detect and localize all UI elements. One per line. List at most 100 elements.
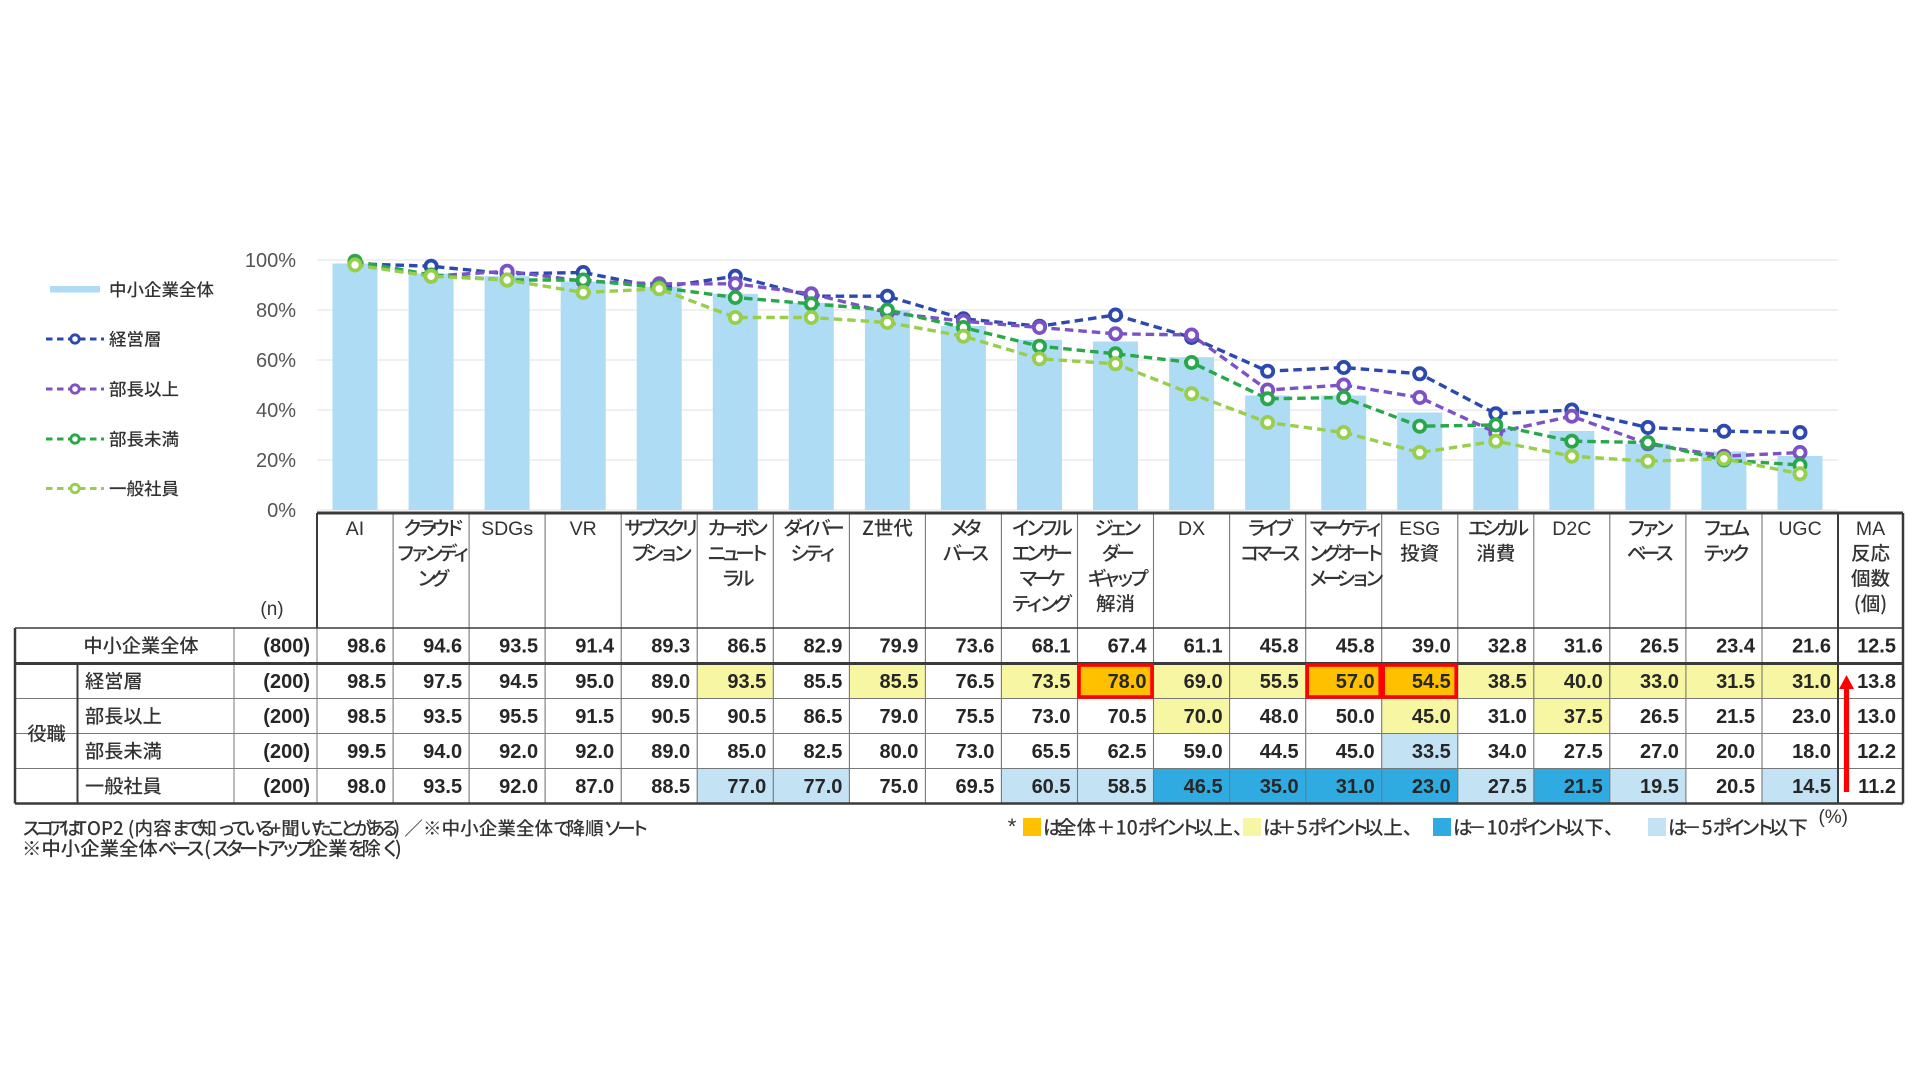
- svg-text:45.0: 45.0: [1412, 706, 1451, 728]
- svg-text:18.0: 18.0: [1792, 741, 1831, 763]
- svg-text:32.8: 32.8: [1488, 636, 1527, 658]
- svg-text:14.5: 14.5: [1792, 776, 1831, 798]
- svg-text:20.5: 20.5: [1716, 776, 1755, 798]
- svg-text:92.0: 92.0: [575, 741, 614, 763]
- svg-text:13.8: 13.8: [1857, 671, 1896, 693]
- svg-text:11.2: 11.2: [1858, 776, 1896, 798]
- svg-text:95.0: 95.0: [575, 671, 614, 693]
- svg-text:45.8: 45.8: [1260, 636, 1299, 658]
- svg-text:31.5: 31.5: [1716, 671, 1755, 693]
- svg-text:91.5: 91.5: [575, 706, 614, 728]
- svg-text:0%: 0%: [267, 500, 296, 522]
- svg-text:77.0: 77.0: [727, 776, 766, 798]
- svg-text:98.5: 98.5: [347, 706, 386, 728]
- svg-text:62.5: 62.5: [1108, 741, 1147, 763]
- svg-text:73.5: 73.5: [1032, 671, 1071, 693]
- svg-text:69.5: 69.5: [955, 776, 994, 798]
- svg-text:94.5: 94.5: [499, 671, 538, 693]
- svg-text:13.0: 13.0: [1857, 706, 1896, 728]
- svg-text:33.0: 33.0: [1640, 671, 1679, 693]
- svg-text:75.0: 75.0: [879, 776, 918, 798]
- svg-text:(200): (200): [263, 671, 310, 693]
- svg-text:48.0: 48.0: [1260, 706, 1299, 728]
- svg-text:89.3: 89.3: [651, 636, 690, 658]
- svg-text:27.0: 27.0: [1640, 741, 1679, 763]
- svg-text:35.0: 35.0: [1260, 776, 1299, 798]
- svg-text:93.5: 93.5: [423, 776, 462, 798]
- svg-text:73.0: 73.0: [1032, 706, 1071, 728]
- svg-text:12.5: 12.5: [1857, 636, 1896, 658]
- svg-text:UGC: UGC: [1778, 518, 1821, 540]
- svg-text:77.0: 77.0: [803, 776, 842, 798]
- svg-text:69.0: 69.0: [1184, 671, 1223, 693]
- svg-text:78.0: 78.0: [1108, 671, 1147, 693]
- svg-text:27.5: 27.5: [1564, 741, 1603, 763]
- svg-text:94.0: 94.0: [423, 741, 462, 763]
- svg-text:(200): (200): [263, 776, 310, 798]
- svg-text:12.2: 12.2: [1857, 741, 1896, 763]
- svg-text:57.0: 57.0: [1336, 671, 1375, 693]
- svg-text:85.5: 85.5: [803, 671, 842, 693]
- svg-text:23.4: 23.4: [1716, 636, 1756, 658]
- svg-text:98.6: 98.6: [347, 636, 386, 658]
- svg-text:44.5: 44.5: [1260, 741, 1299, 763]
- svg-text:39.0: 39.0: [1412, 636, 1451, 658]
- svg-text:(200): (200): [263, 706, 310, 728]
- svg-text:98.0: 98.0: [347, 776, 386, 798]
- svg-text:55.5: 55.5: [1260, 671, 1299, 693]
- svg-text:70.0: 70.0: [1184, 706, 1223, 728]
- svg-text:21.5: 21.5: [1716, 706, 1755, 728]
- svg-text:21.6: 21.6: [1792, 636, 1831, 658]
- svg-text:100%: 100%: [245, 250, 296, 272]
- svg-text:85.0: 85.0: [727, 741, 766, 763]
- svg-text:65.5: 65.5: [1032, 741, 1071, 763]
- svg-text:86.5: 86.5: [727, 636, 766, 658]
- svg-text:31.0: 31.0: [1336, 776, 1375, 798]
- svg-text:73.0: 73.0: [955, 741, 994, 763]
- svg-text:80%: 80%: [256, 300, 296, 322]
- svg-text:93.5: 93.5: [727, 671, 766, 693]
- svg-text:59.0: 59.0: [1184, 741, 1223, 763]
- svg-text:(n): (n): [260, 599, 283, 620]
- svg-text:(800): (800): [263, 636, 310, 658]
- svg-text:23.0: 23.0: [1412, 776, 1451, 798]
- svg-text:82.9: 82.9: [803, 636, 842, 658]
- svg-text:SDGs: SDGs: [481, 518, 533, 540]
- svg-text:94.6: 94.6: [423, 636, 462, 658]
- svg-text:76.5: 76.5: [955, 671, 994, 693]
- svg-text:MA: MA: [1856, 518, 1885, 540]
- svg-text:46.5: 46.5: [1184, 776, 1223, 798]
- svg-text:45.0: 45.0: [1336, 741, 1375, 763]
- svg-text:92.0: 92.0: [499, 776, 538, 798]
- svg-text:20%: 20%: [256, 450, 296, 472]
- svg-text:60.5: 60.5: [1032, 776, 1071, 798]
- svg-text:82.5: 82.5: [803, 741, 842, 763]
- svg-text:89.0: 89.0: [651, 671, 690, 693]
- svg-text:21.5: 21.5: [1564, 776, 1603, 798]
- svg-text:75.5: 75.5: [955, 706, 994, 728]
- svg-text:99.5: 99.5: [347, 741, 386, 763]
- svg-text:(200): (200): [263, 741, 310, 763]
- svg-text:ESG: ESG: [1399, 518, 1440, 540]
- svg-text:95.5: 95.5: [499, 706, 538, 728]
- svg-text:85.5: 85.5: [879, 671, 918, 693]
- svg-text:50.0: 50.0: [1336, 706, 1375, 728]
- svg-text:67.4: 67.4: [1108, 636, 1148, 658]
- svg-text:86.5: 86.5: [803, 706, 842, 728]
- svg-text:58.5: 58.5: [1108, 776, 1147, 798]
- svg-text:AI: AI: [346, 518, 364, 540]
- svg-text:93.5: 93.5: [423, 706, 462, 728]
- svg-text:90.5: 90.5: [651, 706, 690, 728]
- svg-text:40%: 40%: [256, 400, 296, 422]
- svg-text:73.6: 73.6: [955, 636, 994, 658]
- svg-text:20.0: 20.0: [1716, 741, 1755, 763]
- svg-text:31.0: 31.0: [1792, 671, 1831, 693]
- svg-text:26.5: 26.5: [1640, 636, 1679, 658]
- svg-text:91.4: 91.4: [575, 636, 615, 658]
- svg-text:60%: 60%: [256, 350, 296, 372]
- svg-text:38.5: 38.5: [1488, 671, 1527, 693]
- svg-text:37.5: 37.5: [1564, 706, 1603, 728]
- svg-text:79.0: 79.0: [879, 706, 918, 728]
- svg-text:87.0: 87.0: [575, 776, 614, 798]
- svg-text:68.1: 68.1: [1032, 636, 1071, 658]
